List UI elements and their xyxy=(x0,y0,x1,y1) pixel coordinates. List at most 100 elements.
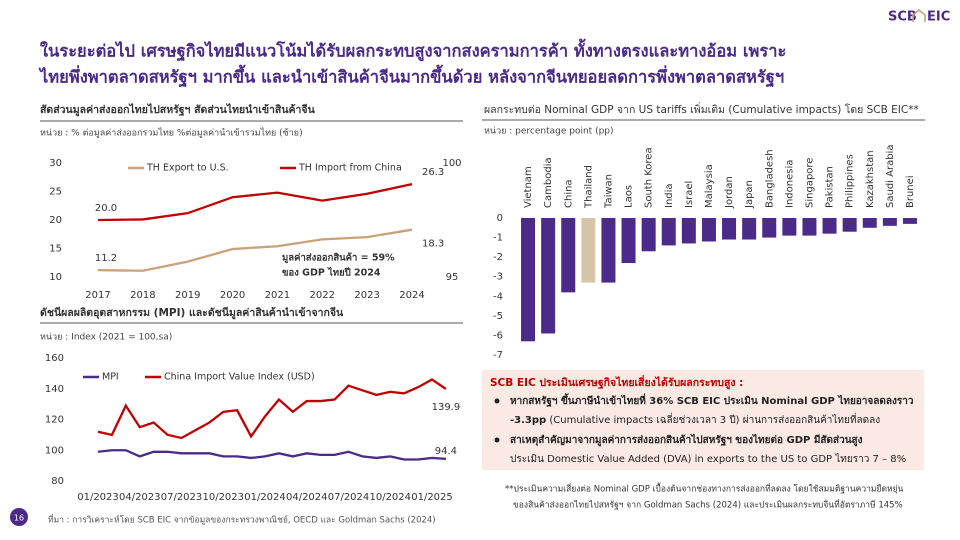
chart-subtitle: หน่วย : Index (2021 = 100,sa) xyxy=(40,333,172,343)
bar xyxy=(822,218,837,234)
bar xyxy=(681,218,696,244)
bar xyxy=(842,218,857,232)
y-tick-label: 140 xyxy=(45,384,64,395)
legend-label: TH Export to U.S. xyxy=(146,163,229,174)
headline: ในระยะต่อไป เศรษฐกิจไทยมีแนวโน้มได้รับผล… xyxy=(40,39,786,63)
footnote: **ประเมินความเสี่ยงต่อ Nominal GDP เบื้อ… xyxy=(505,483,904,495)
y-tick-label: 20 xyxy=(49,215,62,226)
x-tick-label: 2020 xyxy=(220,290,245,301)
bar xyxy=(782,218,797,236)
bar xyxy=(882,218,897,226)
headline: ไทยพึ่งพาตลาดสหรัฐฯ มากขึ้น และนำเข้าสิน… xyxy=(38,65,784,88)
x-tick-label: 2019 xyxy=(175,290,200,301)
y-tick-label: -2 xyxy=(493,252,503,263)
x-tick-label: Brunei xyxy=(905,175,916,208)
page-number: 16 xyxy=(14,514,24,523)
source: ที่มา : การวิเคราะห์โดย SCB EIC จากข้อมู… xyxy=(48,514,436,526)
x-tick-label: Israel xyxy=(684,181,695,208)
x-tick-label: Singapore xyxy=(804,158,815,208)
x-tick-label: 01/2025 xyxy=(411,492,453,503)
x-tick-label: Vietnam xyxy=(523,166,534,208)
legend-label: TH Import from China xyxy=(298,163,402,174)
bullet-segment: (Cumulative impacts เฉลี่ยช่วงเวลา 3 ปี)… xyxy=(546,412,880,426)
chart-subtitle: หน่วย : percentage point (pp) xyxy=(484,127,614,137)
y-tick-label: 25 xyxy=(49,187,62,198)
chart-title: ดัชนีผลผลิตอุตสาหกรรม (MPI) และดัชนีมูลค… xyxy=(40,306,344,320)
x-tick-label: Kazakhstan xyxy=(865,150,876,208)
series-line xyxy=(97,449,446,461)
x-tick-label: 07/2023 xyxy=(161,492,203,503)
series-line xyxy=(97,378,447,440)
y-tick-label: 15 xyxy=(49,244,62,255)
bullet-dot xyxy=(494,437,500,443)
bar xyxy=(581,218,596,283)
logo-right: EIC xyxy=(927,10,950,25)
x-tick-label: Taiwan xyxy=(603,174,614,209)
bar xyxy=(802,218,817,236)
annotation: ของ GDP ไทยปี 2024 xyxy=(282,267,381,279)
bullet-segment: ประเมิน Domestic Value Added (DVA) in ex… xyxy=(510,453,906,465)
x-tick-label: 04/2024 xyxy=(286,492,328,503)
y-tick-label: -6 xyxy=(493,330,503,341)
x-tick-label: South Korea xyxy=(644,147,655,208)
x-tick-label: 10/2023 xyxy=(202,492,244,503)
chart-title: ผลกระทบต่อ Nominal GDP จาก US tariffs เพ… xyxy=(484,102,919,116)
x-tick-label: 2018 xyxy=(130,290,155,301)
x-tick-label: Cambodia xyxy=(543,157,554,208)
bullet-text: หากสหรัฐฯ ขึ้นภาษีนำเข้าไทยที่ 36% SCB E… xyxy=(510,393,914,407)
x-tick-label: 2021 xyxy=(265,290,290,301)
y-tick-label: -4 xyxy=(493,291,503,302)
annotation: มูลค่าส่งออกสินค้า = 59% xyxy=(282,252,395,265)
x-tick-label: 2022 xyxy=(310,290,335,301)
x-tick-label: 2024 xyxy=(399,290,424,301)
bullet-text: ประเมิน Domestic Value Added (DVA) in ex… xyxy=(510,453,906,465)
x-tick-label: Saudi Arabia xyxy=(885,145,896,208)
x-tick-label: Laos xyxy=(624,185,635,208)
bar xyxy=(661,218,676,246)
series-line xyxy=(97,228,413,272)
y-tick-label: 120 xyxy=(45,415,64,426)
bar xyxy=(561,218,576,293)
page-badge xyxy=(10,508,28,526)
x-tick-label: Thailand xyxy=(583,165,594,209)
y-tick-label: 100 xyxy=(45,445,64,456)
y-tick-label: -7 xyxy=(493,350,503,361)
bar xyxy=(541,218,556,334)
x-tick-label: 2023 xyxy=(354,290,379,301)
x-tick-label: India xyxy=(664,183,675,208)
bar xyxy=(722,218,737,240)
legend-label: China Import Value Index (USD) xyxy=(164,372,315,383)
y2-tick-label: 95 xyxy=(446,272,459,283)
x-tick-label: China xyxy=(563,179,574,208)
y-tick-label: 0 xyxy=(497,213,503,224)
bar xyxy=(701,218,716,242)
x-tick-label: Bangladesh xyxy=(764,149,775,208)
bar xyxy=(862,218,877,228)
bar xyxy=(902,218,917,224)
x-tick-label: 04/2023 xyxy=(119,492,161,503)
logo-left: SCB xyxy=(888,10,917,25)
x-tick-label: 10/2024 xyxy=(369,492,411,503)
chart-subtitle: หน่วย : % ต่อมูลค่าส่งออกรวมไทย %ต่อมูลค… xyxy=(40,128,303,139)
legend-label: MPI xyxy=(102,372,119,383)
bar xyxy=(621,218,636,264)
bar xyxy=(641,218,656,252)
bullet-text: -3.3pp (Cumulative impacts เฉลี่ยช่วงเวล… xyxy=(510,412,880,426)
bullet-segment: -3.3pp xyxy=(510,415,546,426)
x-tick-label: Indonesia xyxy=(784,160,795,208)
chart-title: สัดส่วนมูลค่าส่งออกไทยไปสหรัฐฯ สัดส่วนไท… xyxy=(40,103,316,117)
x-tick-label: Japan xyxy=(744,180,755,209)
data-label: 11.2 xyxy=(95,253,117,264)
y-tick-label: -5 xyxy=(493,311,503,322)
data-label: 20.0 xyxy=(95,203,117,214)
y-tick-label: 30 xyxy=(49,158,62,169)
x-tick-label: Malaysia xyxy=(704,164,715,208)
data-label: 26.3 xyxy=(422,167,444,178)
data-label: 94.4 xyxy=(435,446,457,457)
bar xyxy=(762,218,777,238)
logo-icon xyxy=(912,8,926,22)
footnote: ของสินค้าส่งออกไทยไปสหรัฐฯ จาก Goldman S… xyxy=(513,499,903,511)
bar xyxy=(521,218,536,342)
bullet-text: สาเหตุสำคัญมาจากมูลค่าการส่งออกสินค้าไปส… xyxy=(510,433,863,447)
